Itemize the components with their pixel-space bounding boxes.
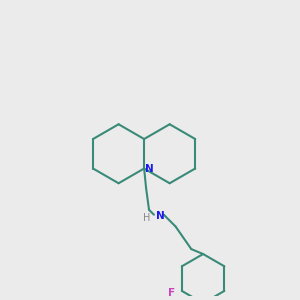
Text: N: N: [157, 211, 165, 221]
Text: H: H: [143, 213, 151, 223]
Text: F: F: [168, 288, 175, 298]
Text: N: N: [145, 164, 153, 175]
